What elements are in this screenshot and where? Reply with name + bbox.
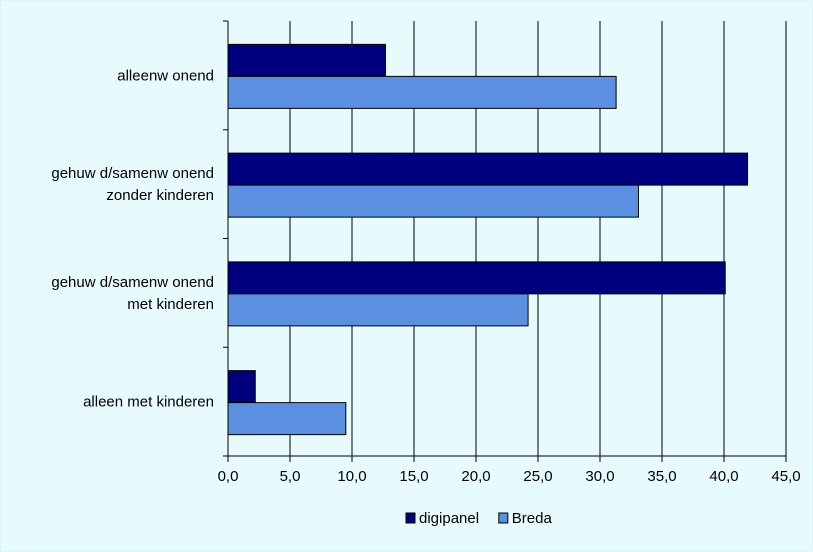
category-label: gehuw d/samenw onend <box>51 165 214 182</box>
x-tick-label: 35,0 <box>647 468 676 485</box>
x-tick-label: 20,0 <box>461 468 490 485</box>
bar-breda-2 <box>227 293 529 327</box>
legend-label-breda: Breda <box>512 510 553 527</box>
x-tick-label: 10,0 <box>337 468 366 485</box>
bar-breda-0 <box>227 75 617 109</box>
x-tick-label: 30,0 <box>585 468 614 485</box>
category-label: met kinderen <box>127 296 214 313</box>
bar-digipanel-3 <box>227 370 256 404</box>
x-tick-labels: 0,0 5,0 10,0 15,0 20,0 25,0 30,0 35,0 40,0 45,0 <box>218 468 801 485</box>
category-label: gehuw d/samenw onend <box>51 274 214 291</box>
x-tick-label: 0,0 <box>218 468 239 485</box>
bar-digipanel-0 <box>227 43 386 77</box>
legend-swatch-breda <box>498 512 509 524</box>
bar-breda-1 <box>227 184 639 218</box>
x-tick-label: 40,0 <box>709 468 738 485</box>
x-tick-label: 25,0 <box>523 468 552 485</box>
legend-label-digipanel: digipanel <box>419 510 479 527</box>
category-label: alleen met kinderen <box>83 394 214 411</box>
category-label: alleenw onend <box>117 67 214 84</box>
legend: digipanel Breda <box>405 510 553 527</box>
bars <box>227 43 749 436</box>
category-labels: alleenw onend gehuw d/samenw onend zonder … <box>51 67 214 410</box>
x-tick-label: 5,0 <box>280 468 301 485</box>
category-label: zonder kinderen <box>106 187 214 204</box>
bar-breda-3 <box>227 402 347 436</box>
axes <box>223 20 787 462</box>
x-tick-label: 45,0 <box>771 468 800 485</box>
bar-digipanel-2 <box>227 261 726 295</box>
x-tick-label: 15,0 <box>399 468 428 485</box>
bar-digipanel-1 <box>227 152 749 186</box>
legend-swatch-digipanel <box>405 512 416 524</box>
